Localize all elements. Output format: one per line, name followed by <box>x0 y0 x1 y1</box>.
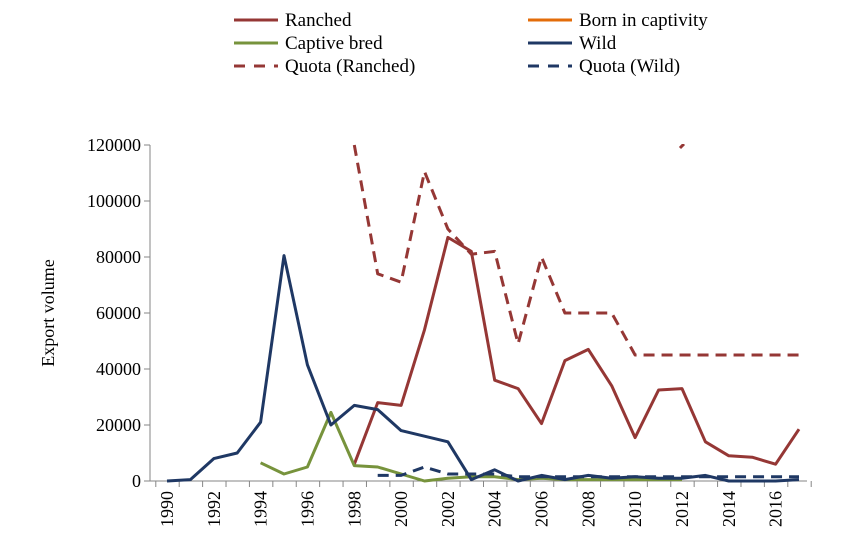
series-line-ranched <box>352 235 801 466</box>
x-tick-label: 1996 <box>297 491 317 527</box>
y-tick-label: 20000 <box>96 415 141 435</box>
legend-entry-label: Quota (Ranched) <box>285 56 415 77</box>
series-layer <box>166 144 801 483</box>
y-tick-label: 80000 <box>96 247 141 267</box>
legend-entry-label: Ranched <box>285 10 352 31</box>
y-axis-title: Export volume <box>38 259 58 366</box>
legend: Ranched Born in captivity Captive bred Wild… <box>234 10 708 77</box>
x-tick-label: 1994 <box>251 491 271 527</box>
x-tick-label: 2002 <box>438 491 458 527</box>
y-tick-label: 40000 <box>96 359 141 379</box>
x-tick-label: 2000 <box>391 491 411 527</box>
x-tick-label: 2016 <box>766 491 786 527</box>
x-tick-label: 2008 <box>578 491 598 527</box>
series-line-quota-ranched <box>352 144 799 357</box>
y-tick-label: 100000 <box>87 191 141 211</box>
axes: 0 20000 40000 60000 80000 100000 120000 1990 199… <box>87 135 812 527</box>
legend-entry-label: Born in captivity <box>579 10 708 31</box>
series-line-captive-bred <box>259 410 682 483</box>
x-tick-label: 1992 <box>204 491 224 527</box>
x-tick-label: 2014 <box>719 491 739 527</box>
y-tick-label: 120000 <box>87 135 141 155</box>
x-tick-label: 2006 <box>532 491 552 527</box>
series-mark-quota-ranched-offscale <box>678 144 686 150</box>
x-tick-label: 2004 <box>485 491 505 527</box>
x-tick-label: 2010 <box>625 491 645 527</box>
series-line-wild <box>166 254 800 483</box>
legend-entry-label: Captive bred <box>285 33 383 54</box>
x-tick-label: 2012 <box>672 491 692 527</box>
x-tick-label: 1990 <box>157 491 177 527</box>
y-tick-label: 0 <box>132 471 141 491</box>
series-line-quota-wild <box>377 465 799 479</box>
y-tick-label: 60000 <box>96 303 141 323</box>
legend-entry-label: Wild <box>579 33 617 54</box>
x-tick-label: 1998 <box>344 491 364 527</box>
legend-entry-label: Quota (Wild) <box>579 56 680 77</box>
